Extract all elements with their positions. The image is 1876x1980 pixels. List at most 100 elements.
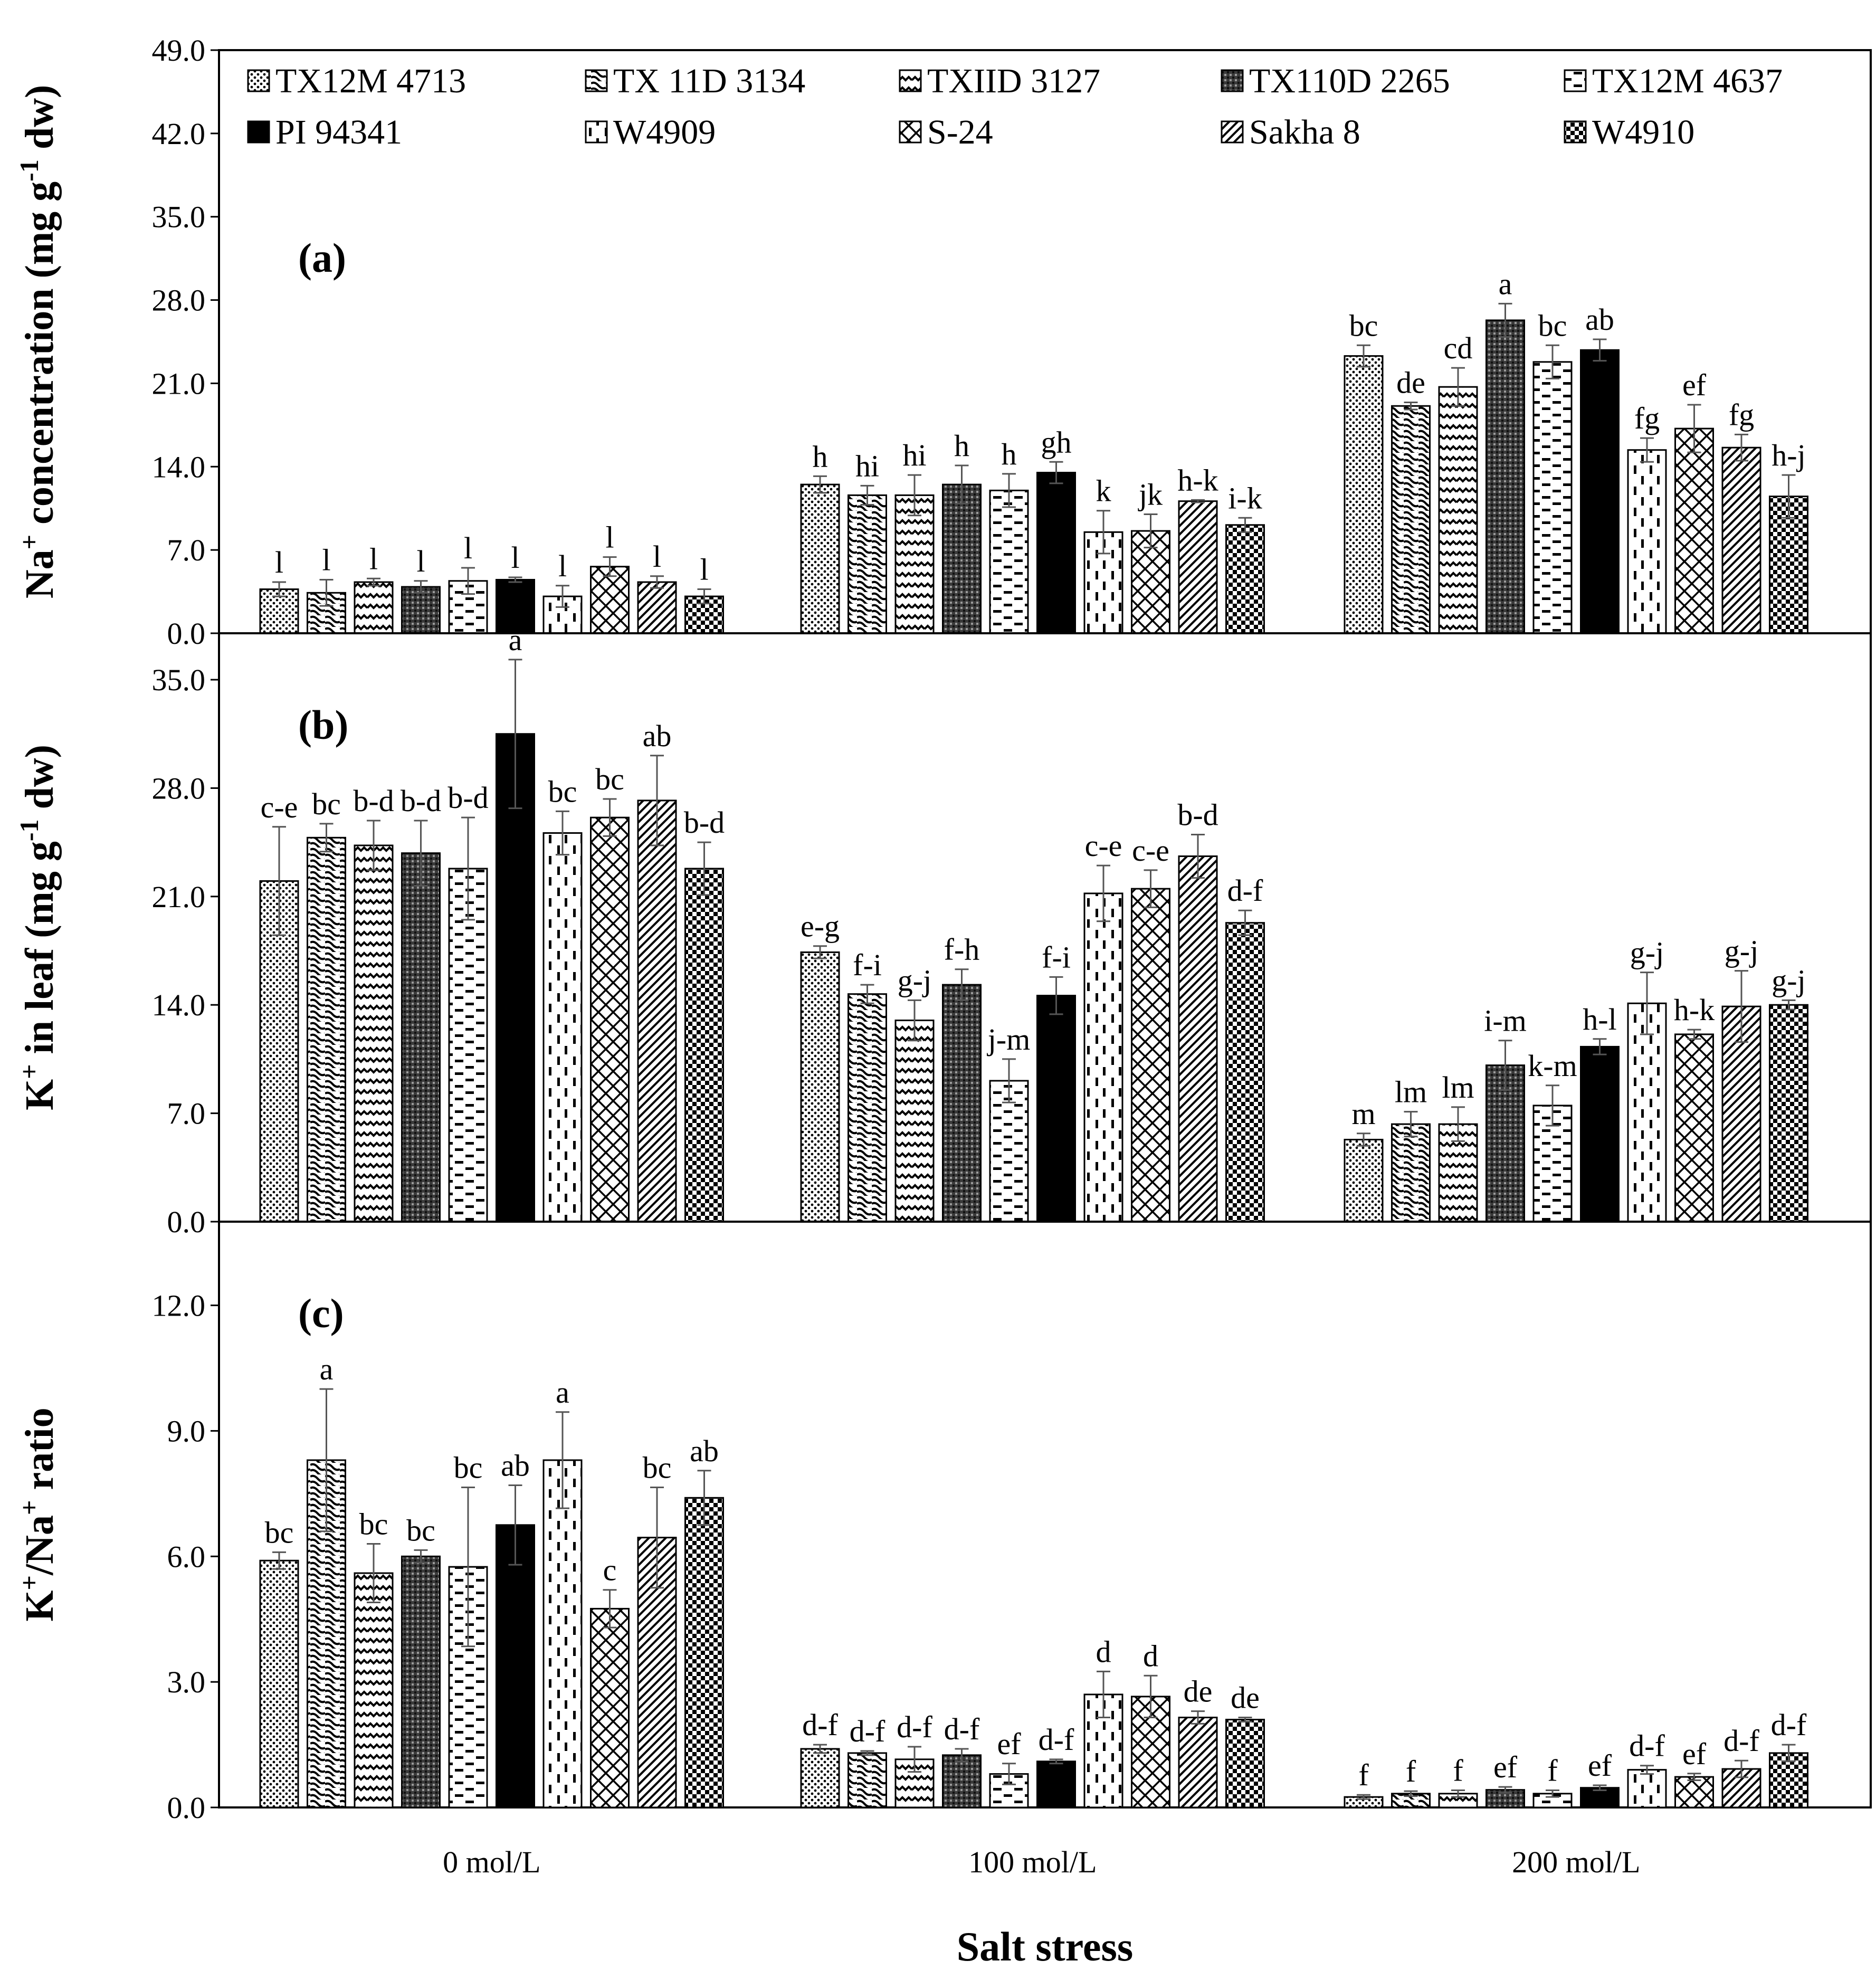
- legend-label: TX110D 2265: [1249, 62, 1450, 100]
- significance-letter: l: [416, 544, 425, 578]
- legend-label: PI 94341: [275, 113, 402, 151]
- bar-pi-94341-200-mol-l: [1580, 349, 1620, 634]
- significance-letter: ef: [1682, 368, 1707, 402]
- bar-txiid-3127-200-mol-l: [1438, 386, 1478, 634]
- bar-tx-11d-3134-100-mol-l: [847, 494, 887, 634]
- bar-tx110d-2265-200-mol-l: [1485, 319, 1525, 634]
- legend-item-w4909: W4909: [585, 113, 716, 151]
- significance-letter: f-i: [853, 948, 882, 982]
- significance-letter: cd: [1444, 331, 1473, 365]
- bar-txiid-3127-100-mol-l: [894, 1020, 935, 1223]
- significance-letter: f: [1547, 1753, 1558, 1787]
- legend-swatch: [1564, 120, 1587, 144]
- significance-letter: bc: [312, 787, 341, 821]
- significance-letter: f: [1453, 1753, 1463, 1787]
- y-tick-label: 35.0: [152, 663, 206, 697]
- legend-swatch: [585, 69, 608, 92]
- significance-letter: de: [1396, 366, 1425, 400]
- significance-letter: h-j: [1772, 438, 1805, 472]
- bar-w4909-200-mol-l: [1627, 449, 1667, 634]
- bar-pi-94341-100-mol-l: [1036, 472, 1076, 634]
- bar-tx110d-2265-100-mol-l: [942, 1754, 982, 1808]
- significance-letter: jk: [1138, 477, 1163, 511]
- y-tick-label: 21.0: [152, 880, 206, 914]
- legend: TX12M 4713 TX 11D 3134 TXIID 3127 TX110D 22…: [247, 62, 1783, 151]
- panel-label: (b): [298, 702, 348, 748]
- legend-item-w4910: W4910: [1564, 113, 1694, 151]
- y-tick-label: 28.0: [152, 283, 206, 318]
- y-axis-label: K+ in leaf (mg g-1 dw): [14, 745, 62, 1110]
- significance-letter: ef: [1588, 1748, 1612, 1783]
- bar-s-24-0-mol-l: [590, 566, 630, 634]
- y-axis-label: K+/Na+ ratio: [14, 1407, 62, 1621]
- significance-letter: bc: [359, 1507, 388, 1541]
- significance-letter: ef: [1493, 1750, 1518, 1784]
- bar-w4909-0-mol-l: [542, 1459, 583, 1808]
- bar-pi-94341-0-mol-l: [496, 733, 535, 1223]
- significance-letter: d-f: [1723, 1724, 1759, 1758]
- significance-letter: gh: [1041, 425, 1072, 459]
- significance-letter: ef: [997, 1727, 1021, 1761]
- x-category-label: 0 mol/L: [443, 1845, 540, 1879]
- significance-letter: h-l: [1583, 1002, 1616, 1036]
- significance-letter: b-d: [447, 780, 488, 815]
- bar-w4910-200-mol-l: [1769, 496, 1808, 634]
- legend-swatch: [247, 69, 270, 92]
- significance-letter: m: [1351, 1097, 1375, 1131]
- bar-w4910-0-mol-l: [684, 868, 724, 1223]
- significance-letter: ab: [643, 719, 672, 753]
- significance-letter: h-k: [1674, 993, 1715, 1027]
- legend-item-tx110d-2265: TX110D 2265: [1221, 62, 1450, 100]
- y-tick-label: 21.0: [152, 366, 206, 401]
- legend-swatch: [1221, 69, 1244, 92]
- bar-pi-94341-0-mol-l: [496, 1524, 535, 1808]
- significance-letter: h: [1002, 437, 1017, 471]
- legend-label: W4909: [613, 113, 716, 151]
- bar-tx-11d-3134-100-mol-l: [847, 1752, 887, 1808]
- significance-letter: l: [275, 545, 283, 579]
- bar-sakha-8-100-mol-l: [1178, 855, 1218, 1223]
- legend-swatch: [585, 120, 608, 144]
- bar-tx12m-4637-0-mol-l: [448, 868, 488, 1223]
- bar-tx12m-4713-0-mol-l: [259, 880, 299, 1223]
- bar-w4909-200-mol-l: [1627, 1769, 1667, 1808]
- legend-swatch: [1221, 120, 1244, 144]
- legend-swatch: [899, 120, 922, 144]
- bar-pi-94341-200-mol-l: [1580, 1045, 1620, 1223]
- significance-letter: f: [1406, 1754, 1416, 1788]
- bar-s-24-0-mol-l: [590, 816, 630, 1223]
- significance-letter: l: [653, 539, 661, 574]
- y-tick-label: 12.0: [152, 1289, 206, 1323]
- bar-tx-11d-3134-0-mol-l: [307, 836, 346, 1223]
- significance-letter: de: [1184, 1674, 1213, 1709]
- significance-letter: fg: [1729, 397, 1754, 432]
- legend-label: W4910: [1592, 113, 1694, 151]
- significance-letter: ab: [690, 1434, 719, 1468]
- significance-letter: lm: [1442, 1070, 1474, 1105]
- significance-letter: l: [511, 540, 519, 575]
- significance-letter: bc: [1538, 308, 1567, 342]
- significance-letter: bc: [643, 1450, 672, 1484]
- bar-sakha-8-100-mol-l: [1178, 1717, 1218, 1808]
- significance-letter: l: [464, 531, 472, 565]
- x-axis-title: Salt stress: [957, 1924, 1133, 1969]
- significance-letter: a: [1499, 266, 1512, 301]
- significance-letter: b-d: [1177, 797, 1218, 832]
- significance-letter: a: [320, 1352, 334, 1386]
- significance-letter: a: [509, 623, 522, 657]
- bar-tx110d-2265-100-mol-l: [942, 984, 982, 1223]
- significance-letter: k: [1096, 474, 1111, 508]
- bar-tx12m-4637-0-mol-l: [448, 1566, 488, 1808]
- x-axis: 0 mol/L 100 mol/L 200 mol/L: [443, 1845, 1640, 1879]
- significance-letter: h-k: [1177, 463, 1218, 497]
- bar-tx-11d-3134-200-mol-l: [1391, 1123, 1431, 1223]
- bar-s-24-0-mol-l: [590, 1607, 630, 1808]
- bar-tx-11d-3134-100-mol-l: [847, 993, 887, 1223]
- bar-tx12m-4713-0-mol-l: [259, 1559, 299, 1808]
- panel-1: 0.0 7.0 14.0 21.0 28.0 35.0 42.0 49.0 Na+ concen…: [14, 33, 1872, 651]
- legend-label: TX12M 4713: [275, 62, 466, 100]
- significance-letter: d: [1096, 1634, 1111, 1669]
- bar-w4910-200-mol-l: [1769, 1004, 1808, 1223]
- significance-letter: l: [605, 520, 614, 555]
- y-tick-label: 28.0: [152, 771, 206, 805]
